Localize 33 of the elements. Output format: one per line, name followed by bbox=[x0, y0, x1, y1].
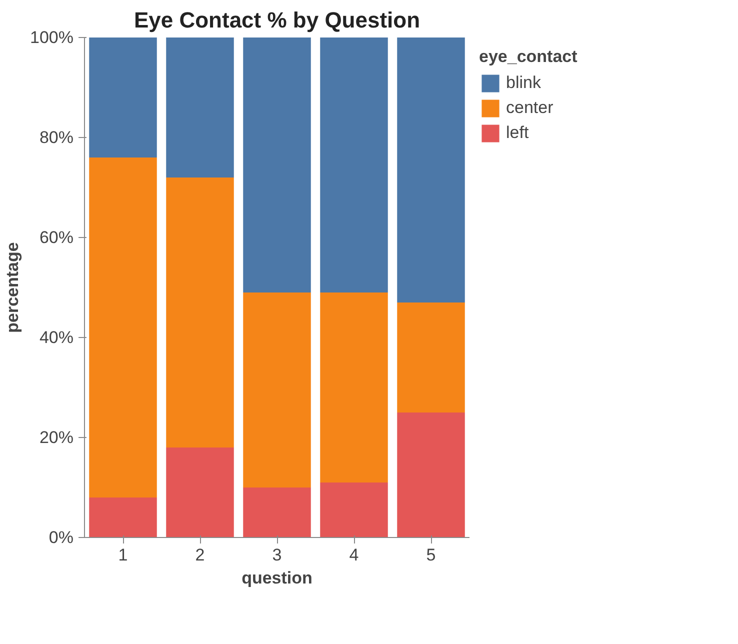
bar bbox=[397, 412, 465, 538]
x-tick-label: 3 bbox=[272, 546, 282, 564]
bar bbox=[89, 158, 157, 498]
legend-label: blink bbox=[506, 73, 541, 93]
y-tick-label: 0% bbox=[48, 528, 74, 547]
legend-label: left bbox=[506, 123, 529, 143]
bar bbox=[166, 448, 234, 538]
legend-title: eye_contact bbox=[479, 47, 578, 67]
y-tick-label: 20% bbox=[39, 428, 74, 447]
bar bbox=[89, 38, 157, 158]
bar bbox=[243, 38, 311, 292]
x-tick-label: 5 bbox=[426, 546, 436, 564]
x-tick-label: 2 bbox=[195, 546, 205, 564]
x-axis-title: question bbox=[242, 568, 312, 588]
bar bbox=[320, 38, 388, 292]
bar bbox=[320, 292, 388, 482]
x-tick-label: 4 bbox=[349, 546, 359, 564]
bar bbox=[89, 498, 157, 538]
bar bbox=[397, 38, 465, 302]
chart-title: Eye Contact % by Question bbox=[134, 8, 420, 32]
y-tick-label: 100% bbox=[30, 28, 74, 47]
bar bbox=[166, 178, 234, 448]
bar bbox=[397, 302, 465, 412]
y-tick-label: 60% bbox=[39, 228, 74, 247]
x-tick-label: 1 bbox=[118, 546, 128, 564]
bar bbox=[320, 482, 388, 538]
legend-label: center bbox=[506, 98, 554, 118]
bar bbox=[243, 292, 311, 488]
y-axis-title: percentage bbox=[3, 242, 22, 333]
bar bbox=[243, 488, 311, 538]
y-tick-label: 80% bbox=[39, 128, 74, 147]
bar bbox=[166, 38, 234, 178]
y-tick-label: 40% bbox=[39, 328, 74, 347]
